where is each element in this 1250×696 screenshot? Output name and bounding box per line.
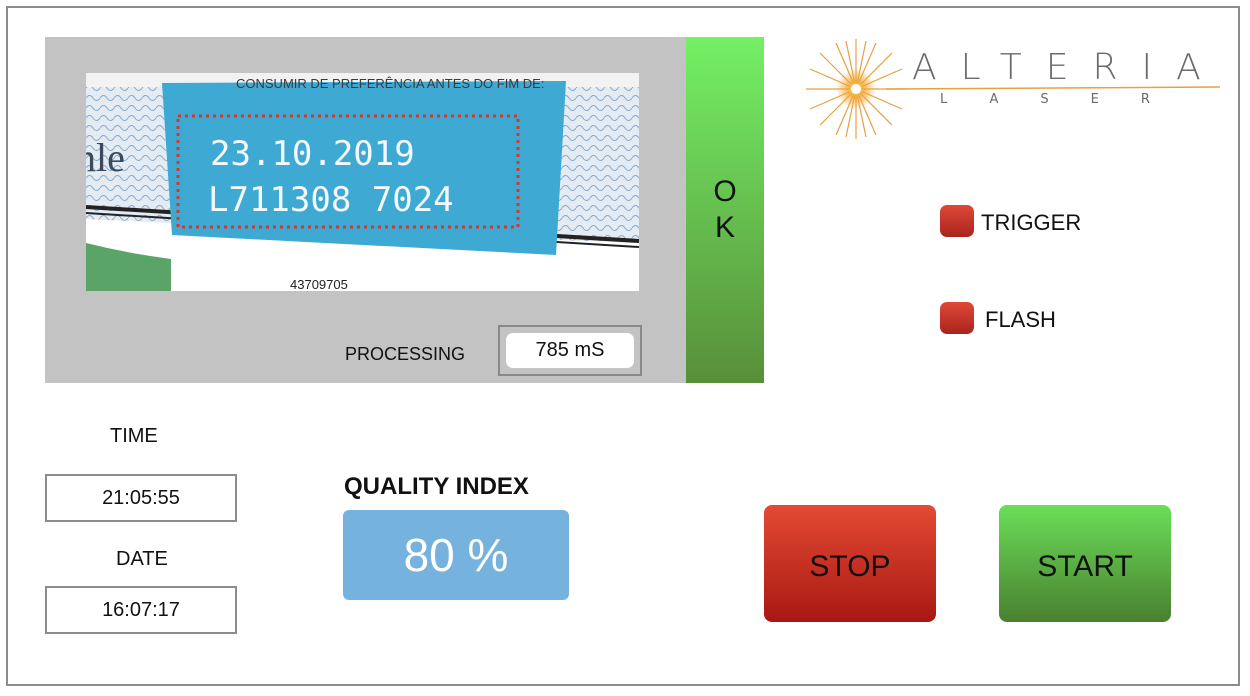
alteria-logo: ALTERIA LASER	[800, 35, 1225, 145]
quality-index-value: 80 %	[343, 510, 569, 600]
processing-label: PROCESSING	[345, 344, 466, 364]
product-photo: CONSUMIR DE PREFERÊNCIA ANTES DO FIM DE:…	[86, 73, 639, 291]
processing-time-value: 785 mS	[506, 333, 634, 368]
start-button[interactable]: START	[999, 505, 1171, 622]
flash-label: FLASH	[985, 307, 1056, 332]
printed-lot-code: L711308 7024	[208, 180, 454, 220]
time-label: TIME	[110, 425, 158, 447]
inspection-roi	[176, 114, 520, 229]
processing-time-box: 785 mS	[498, 325, 642, 376]
printed-date: 23.10.2019	[210, 134, 415, 174]
camera-view: CONSUMIR DE PREFERÊNCIA ANTES DO FIM DE:…	[86, 73, 639, 291]
flash-indicator-lamp	[940, 302, 974, 334]
inspection-status-bar: O K	[686, 37, 764, 383]
package-side-text: nle	[86, 135, 125, 180]
quality-index-label: QUALITY INDEX	[344, 473, 529, 500]
logo-brand-text: ALTERIA	[912, 47, 1225, 88]
date-label: DATE	[116, 548, 168, 570]
logo-sub-text: LASER	[940, 92, 1192, 107]
status-letter-2: K	[714, 211, 735, 244]
time-field: 21:05:55	[45, 474, 237, 522]
logo-graphic: ALTERIA LASER	[806, 39, 1225, 139]
status-letter-1: O	[713, 175, 737, 208]
package-header-text: CONSUMIR DE PREFERÊNCIA ANTES DO FIM DE:	[236, 76, 544, 91]
trigger-indicator-lamp	[940, 205, 974, 237]
stop-button[interactable]: STOP	[764, 505, 936, 622]
barcode-number: 43709705	[290, 277, 348, 291]
date-field: 16:07:17	[45, 586, 237, 634]
trigger-label: TRIGGER	[981, 210, 1082, 235]
